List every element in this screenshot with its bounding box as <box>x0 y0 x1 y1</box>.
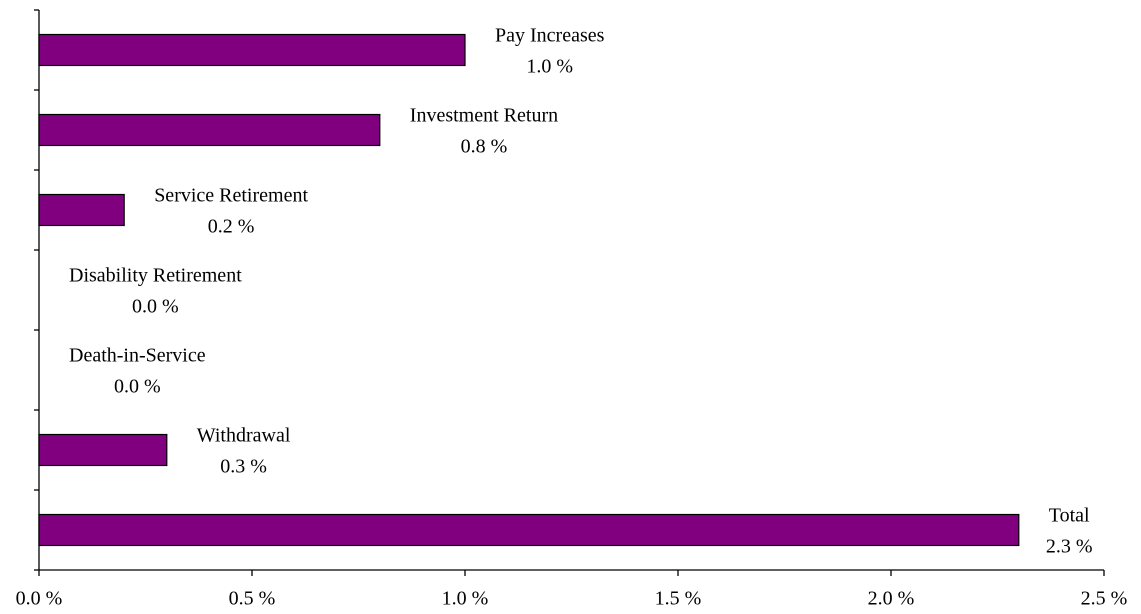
category-label: Disability Retirement <box>69 265 242 287</box>
x-tick-label: 0.0 % <box>16 588 63 610</box>
value-label: 0.2 % <box>208 216 255 238</box>
bar <box>38 113 381 147</box>
category-label: Pay Increases <box>495 25 605 47</box>
category-label: Death-in-Service <box>69 345 206 367</box>
x-tick-label: 0.5 % <box>229 588 276 610</box>
value-label: 0.0 % <box>132 296 179 318</box>
category-label: Service Retirement <box>154 185 308 207</box>
value-label: 2.3 % <box>1046 536 1093 558</box>
x-tick-label: 2.5 % <box>1081 588 1128 610</box>
value-label: 0.3 % <box>220 456 267 478</box>
bar <box>38 193 125 227</box>
x-tick-label: 1.5 % <box>655 588 702 610</box>
x-tick-label: 2.0 % <box>868 588 915 610</box>
category-label: Total <box>1049 505 1090 527</box>
category-label: Investment Return <box>410 105 558 127</box>
bar <box>38 33 466 67</box>
bar <box>38 433 168 467</box>
x-tick-label: 1.0 % <box>442 588 489 610</box>
value-label: 1.0 % <box>526 56 573 78</box>
bar <box>38 513 1020 547</box>
value-label: 0.0 % <box>114 376 161 398</box>
value-label: 0.8 % <box>461 136 508 158</box>
category-label: Withdrawal <box>197 425 291 447</box>
